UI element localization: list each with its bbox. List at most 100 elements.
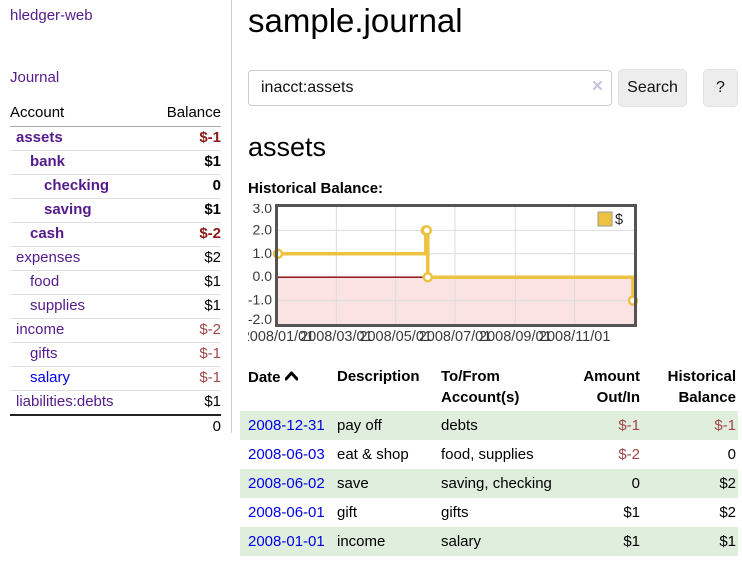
- search-form: × Search ?: [248, 69, 738, 107]
- register-header-row: Date Description To/From Account(s) Amou…: [240, 363, 738, 411]
- svg-text:2008/07/01: 2008/07/01: [419, 329, 492, 345]
- account-row: liabilities:debts $1: [10, 390, 221, 416]
- sort-ascending-icon: [284, 366, 299, 387]
- transaction-amount: $-1: [618, 417, 640, 434]
- account-link-liabilities-debts[interactable]: liabilities:debts: [16, 393, 114, 410]
- amount-column-header: Amount Out/In: [583, 368, 640, 406]
- sidebar: hledger-web Journal Account Balance asse…: [0, 0, 232, 439]
- date-column-header[interactable]: Date: [240, 363, 337, 411]
- transaction-accounts: gifts: [441, 504, 469, 521]
- transaction-description: gift: [337, 504, 358, 521]
- main-content: sample.journal × Search ? assets Histori…: [240, 0, 742, 556]
- transaction-row: 2008-01-01 income salary $1 $1: [240, 527, 738, 556]
- svg-text:1.0: 1.0: [253, 245, 273, 261]
- search-input[interactable]: [248, 70, 612, 106]
- account-link-salary[interactable]: salary: [30, 369, 71, 386]
- transaction-date-link[interactable]: 2008-06-03: [248, 446, 325, 463]
- transaction-description: save: [337, 475, 369, 492]
- account-link-expenses[interactable]: expenses: [16, 249, 81, 266]
- account-row: bank $1: [10, 150, 221, 175]
- transaction-amount: $1: [623, 504, 640, 521]
- svg-text:2008/03/01: 2008/03/01: [300, 329, 373, 345]
- account-balance: $1: [148, 390, 221, 416]
- svg-text:2008/09/01: 2008/09/01: [479, 329, 552, 345]
- account-balance: $-1: [148, 366, 221, 391]
- app-brand-link[interactable]: hledger-web: [10, 7, 93, 24]
- account-row: checking 0: [10, 174, 221, 199]
- chart-border: [275, 204, 637, 327]
- transaction-row: 2008-06-01 gift gifts $1 $2: [240, 498, 738, 527]
- transaction-accounts: food, supplies: [441, 446, 534, 463]
- transaction-description: income: [337, 533, 386, 550]
- transaction-date-link[interactable]: 2008-12-31: [248, 417, 325, 434]
- help-button[interactable]: ?: [702, 69, 738, 107]
- svg-text:2008/05/01: 2008/05/01: [359, 329, 432, 345]
- account-balance: $1: [148, 150, 221, 175]
- chart-data-point: [421, 225, 433, 236]
- page-title: sample.journal: [248, 2, 463, 39]
- transaction-balance: $1: [719, 533, 736, 550]
- accounts-column-header: To/From Account(s): [441, 368, 520, 406]
- transaction-date-link[interactable]: 2008-01-01: [248, 533, 325, 550]
- account-balance: $-2: [148, 222, 221, 247]
- register-table: Date Description To/From Account(s) Amou…: [240, 363, 738, 556]
- account-link-checking[interactable]: checking: [44, 177, 110, 194]
- transaction-accounts: salary: [441, 533, 482, 550]
- account-balance: $-1: [148, 342, 221, 367]
- transaction-balance: $2: [719, 475, 736, 492]
- legend-label: $: [615, 212, 623, 228]
- account-heading: assets: [248, 132, 327, 162]
- account-row: expenses $2: [10, 246, 221, 271]
- transaction-date-link[interactable]: 2008-06-01: [248, 504, 325, 521]
- balance-column-header: Balance: [148, 101, 221, 127]
- account-link-supplies[interactable]: supplies: [30, 297, 86, 314]
- svg-text:-2.0: -2.0: [248, 311, 272, 327]
- account-link-income[interactable]: income: [16, 321, 65, 338]
- account-row: saving $1: [10, 198, 221, 223]
- svg-text:2008/01/01: 2008/01/01: [248, 329, 314, 345]
- account-column-header: Account: [10, 101, 149, 127]
- transaction-balance: 0: [727, 446, 736, 463]
- transaction-description: eat & shop: [337, 446, 409, 463]
- account-link-gifts[interactable]: gifts: [30, 345, 58, 362]
- account-link-cash[interactable]: cash: [30, 225, 65, 242]
- account-link-assets[interactable]: assets: [16, 129, 63, 146]
- transaction-row: 2008-12-31 pay off debts $-1 $-1: [240, 411, 738, 440]
- transaction-description: pay off: [337, 417, 382, 434]
- account-row: assets $-1: [10, 126, 221, 151]
- account-row: cash $-2: [10, 222, 221, 247]
- transaction-accounts: saving, checking: [441, 475, 552, 492]
- account-link-bank[interactable]: bank: [30, 153, 66, 170]
- search-button[interactable]: Search: [618, 69, 687, 107]
- accounts-table: Account Balance assets $-1 bank $1 check…: [10, 101, 221, 439]
- account-link-food[interactable]: food: [30, 273, 60, 290]
- account-balance: $1: [148, 294, 221, 319]
- transaction-accounts: debts: [441, 417, 478, 434]
- transaction-row: 2008-06-02 save saving, checking 0 $2: [240, 469, 738, 498]
- svg-text:2.0: 2.0: [253, 221, 273, 237]
- account-row: income $-2: [10, 318, 221, 343]
- transaction-date-link[interactable]: 2008-06-02: [248, 475, 325, 492]
- accounts-header-row: Account Balance: [10, 101, 221, 127]
- clear-search-icon[interactable]: ×: [591, 76, 603, 97]
- description-column-header: Description: [337, 368, 420, 385]
- accounts-total-value: 0: [148, 414, 221, 439]
- svg-text:0.0: 0.0: [253, 268, 273, 284]
- transaction-amount: 0: [631, 475, 640, 492]
- transaction-amount: $-2: [618, 446, 640, 463]
- account-link-saving[interactable]: saving: [44, 201, 92, 218]
- accounts-total-row: 0: [10, 414, 221, 439]
- account-balance: $2: [148, 246, 221, 271]
- svg-text:3.0: 3.0: [253, 204, 273, 216]
- account-row: food $1: [10, 270, 221, 295]
- chart-label: Historical Balance:: [248, 180, 384, 197]
- balance-column-header: Historical Balance: [667, 368, 736, 406]
- account-balance: $1: [148, 198, 221, 223]
- account-balance: $1: [148, 270, 221, 295]
- chart-data-point: [422, 271, 434, 283]
- svg-text:-1.0: -1.0: [248, 292, 272, 308]
- account-balance: $-1: [148, 126, 221, 151]
- sidebar-item-journal[interactable]: Journal: [10, 69, 60, 86]
- account-balance: 0: [148, 174, 221, 199]
- account-row: supplies $1: [10, 294, 221, 319]
